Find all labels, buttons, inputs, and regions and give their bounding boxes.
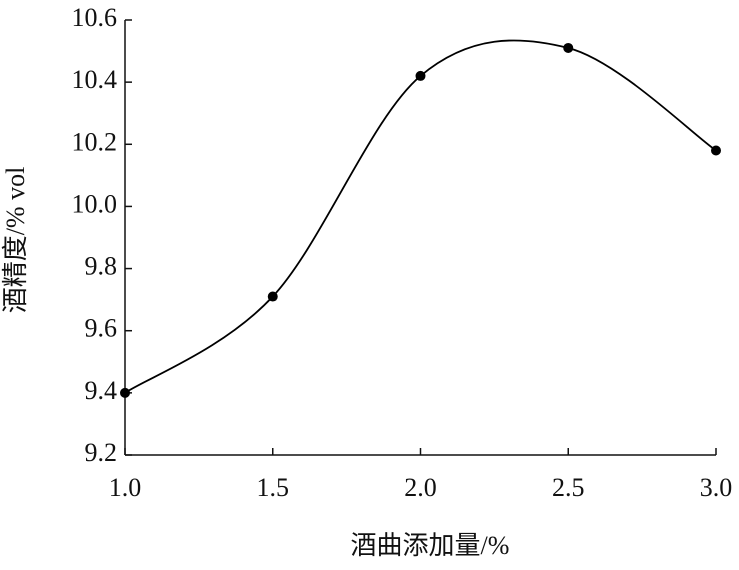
x-tick-label: 2.5 [552,473,585,502]
x-tick-label: 2.0 [404,473,437,502]
y-axis-label: 酒精度/% vol [1,167,30,314]
x-tick-label: 1.5 [257,473,290,502]
y-tick-label: 10.2 [72,127,118,156]
x-tick-label: 3.0 [700,473,733,502]
point [415,70,426,81]
x-tick-label: 1.0 [109,473,142,502]
x-axis-label: 酒曲添加量/% [351,531,510,560]
point [120,387,130,398]
y-tick-label: 9.4 [85,376,118,405]
y-tick-label: 10.4 [72,65,118,94]
y-tick-label: 10.0 [72,189,118,218]
point [563,42,574,53]
y-tick-label: 10.6 [72,3,118,32]
y-tick-label: 9.6 [85,314,118,343]
point [267,291,278,302]
line [124,39,717,394]
y-tick-label: 9.2 [85,438,118,467]
y-tick-label: 9.8 [85,252,118,281]
point [711,145,721,156]
